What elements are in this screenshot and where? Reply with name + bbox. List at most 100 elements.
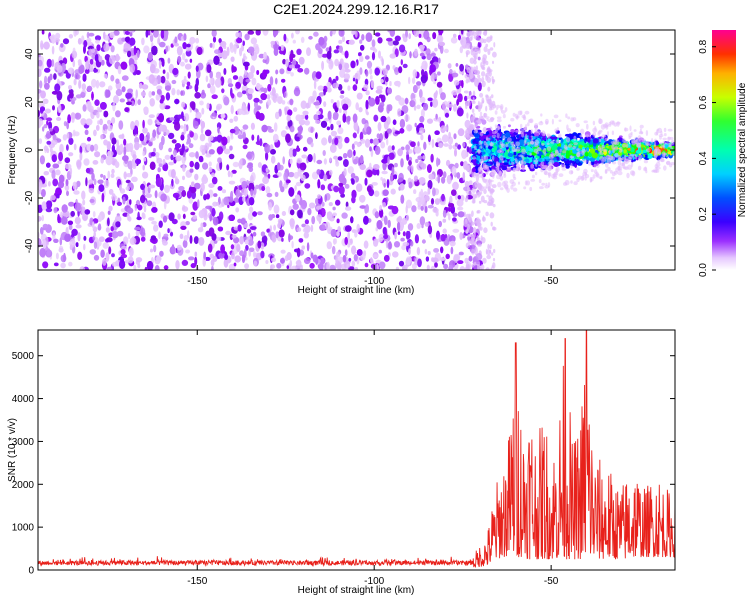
spectrogram-cell — [232, 161, 240, 168]
spectrogram-cell — [203, 251, 206, 260]
spectrogram-cell — [135, 158, 141, 165]
spectrogram-cell — [145, 193, 152, 198]
spectrogram-cell — [45, 200, 53, 209]
spectrogram-cell — [366, 111, 369, 116]
spectrogram-cell — [399, 44, 406, 53]
spectrogram-cell — [334, 137, 339, 146]
spectrogram-cell — [223, 96, 230, 106]
spectrogram-cell — [377, 122, 382, 132]
spectrogram-cell — [49, 147, 53, 153]
spectrogram-cell — [198, 155, 204, 163]
spectrogram-cell — [371, 52, 376, 61]
spectrogram-cell — [127, 232, 131, 240]
spectrogram-cell — [344, 68, 351, 73]
spectrogram-cell — [100, 134, 104, 140]
spectrogram-cell — [489, 96, 492, 102]
spectrogram-cell — [282, 156, 286, 165]
spectrogram-cell — [243, 53, 246, 59]
spectrogram-cell — [427, 251, 431, 256]
spectrogram-cell — [470, 48, 475, 56]
spectrogram-cell — [433, 80, 437, 85]
spectrogram-cell — [156, 121, 162, 126]
spectrogram-cell — [189, 235, 193, 244]
spectrogram-cell — [52, 163, 60, 169]
spectrogram-cell — [469, 57, 475, 64]
spectrogram-cell — [464, 257, 469, 264]
spectrogram-cell — [467, 78, 471, 83]
spectrogram-cell — [140, 183, 146, 190]
spectrogram-cell — [108, 205, 113, 212]
spectrogram-cell — [189, 58, 193, 63]
spectrogram-cell — [53, 207, 58, 214]
spectrogram-cell — [300, 100, 307, 109]
spectrogram-cell — [378, 94, 383, 99]
spectrogram-cell — [137, 204, 143, 211]
spectrogram-cell — [80, 142, 87, 148]
spectrogram-cell — [244, 33, 250, 41]
spectrogram-cell — [101, 192, 105, 203]
spectrogram-cell — [187, 71, 191, 79]
spectrogram-cell — [64, 163, 72, 170]
spectrogram-cell — [273, 133, 279, 143]
spectrogram-cell — [407, 223, 414, 231]
spectrogram-cell — [100, 59, 105, 66]
spectrogram-cell — [427, 118, 433, 124]
spectrogram-cell — [246, 151, 253, 160]
spectrogram-cell — [109, 31, 115, 39]
spectrogram-cell — [71, 228, 78, 236]
spectrogram-cell — [216, 103, 223, 110]
spectrogram-cell — [485, 211, 489, 217]
spectrogram-cell — [96, 44, 101, 51]
spectrogram-cell — [443, 263, 448, 270]
spectrogram-cell — [98, 236, 105, 242]
spectrogram-cell — [182, 213, 186, 219]
spectrogram-cell — [399, 118, 405, 129]
spectrogram-cell — [248, 197, 255, 206]
spectrogram-cell — [88, 179, 94, 185]
spectrogram-cell — [96, 111, 100, 119]
spectrogram-cell — [380, 115, 387, 123]
spectrogram-cell — [134, 141, 140, 151]
spectrogram-cell — [63, 252, 66, 263]
spectrogram-cell — [192, 201, 199, 211]
spectrogram-cell — [357, 157, 361, 167]
spectrogram-cell — [315, 205, 323, 210]
spectrogram-cell — [306, 242, 310, 252]
spectrogram-cell — [371, 182, 378, 186]
spectrogram-cell — [377, 37, 383, 44]
spectrogram-cell — [492, 60, 494, 64]
spectrogram-cell — [120, 61, 128, 70]
spectrogram-cell — [185, 47, 191, 52]
spectrogram-cell — [345, 201, 349, 208]
spectrogram-cell — [311, 171, 319, 180]
spectrogram-cell — [296, 227, 302, 232]
spectrogram-cell — [330, 144, 337, 153]
spectrogram-cell — [73, 78, 77, 86]
spectrogram-cell — [239, 250, 245, 257]
spectrogram-cell — [316, 110, 321, 115]
spectrogram-cell — [239, 47, 243, 57]
spectrogram-cell — [103, 179, 110, 189]
spectrogram-cell — [119, 143, 124, 152]
spectrogram-cell — [493, 248, 496, 254]
spectrogram-cell — [46, 58, 52, 68]
spectrogram-cell — [363, 250, 367, 257]
spectrogram-cell — [323, 101, 327, 107]
spectrogram-cell — [380, 79, 384, 83]
spectrogram-cell — [411, 77, 416, 84]
spectrogram-cell — [108, 55, 116, 65]
spectrogram-cell — [363, 240, 369, 249]
spectrogram-cell — [142, 171, 149, 179]
spectrogram-cell — [135, 229, 140, 237]
spectrogram-cell — [315, 119, 321, 124]
spectrogram-cell — [154, 265, 160, 270]
spectrogram-cell — [257, 211, 263, 216]
spectrogram-cell — [351, 245, 357, 255]
spectrogram-cell — [273, 204, 280, 214]
spectrogram-cell — [66, 144, 69, 151]
spectrogram-cell — [211, 112, 218, 117]
spectrogram-cell — [430, 153, 434, 163]
spectrogram-cell — [442, 218, 447, 223]
spectrogram-cell — [180, 134, 185, 141]
spectrogram-cell — [156, 116, 163, 121]
